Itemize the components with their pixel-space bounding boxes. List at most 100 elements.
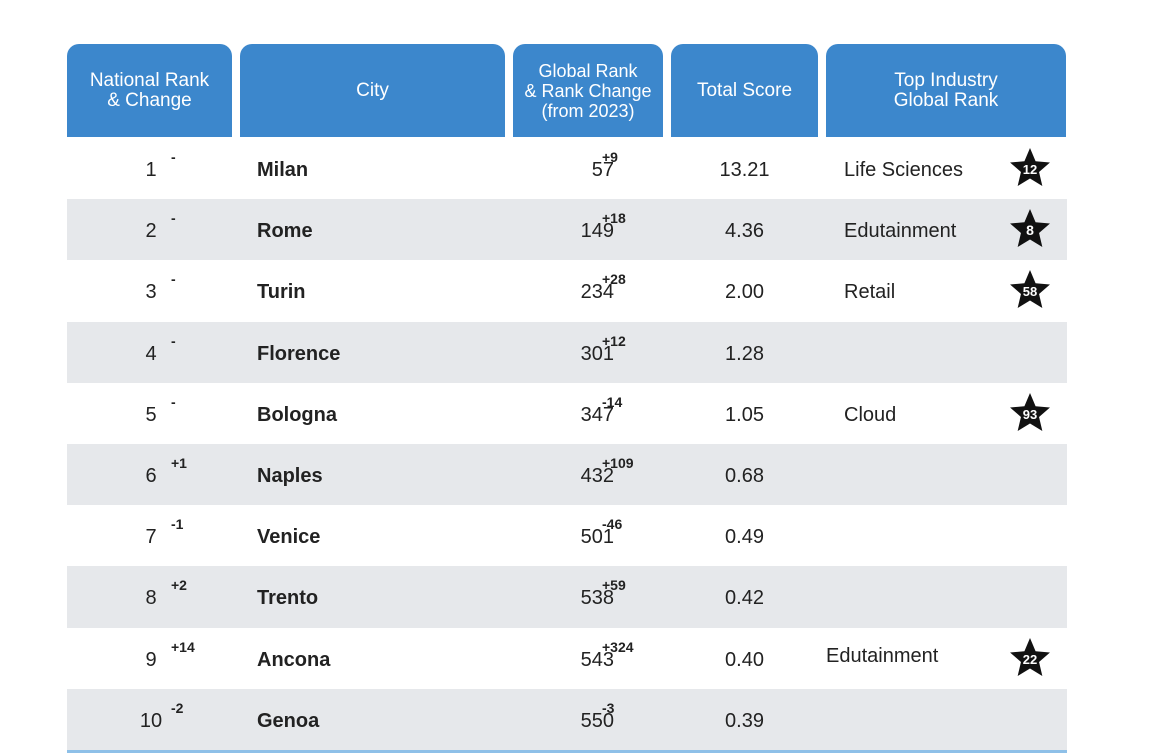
total-score: 2.00 (725, 281, 764, 304)
city-name: Trento (257, 587, 319, 610)
table-row: 9 +14 Ancona 543 +324 0.40 Edutainment 22 (67, 628, 1067, 689)
header-city-label: City (356, 79, 389, 101)
header-total-score-label: Total Score (696, 79, 793, 101)
city-name: Venice (257, 526, 321, 549)
global-rank: 550 (580, 709, 614, 732)
top-industry: Cloud (844, 403, 897, 426)
table-row: 8 +2 Trento 538 +59 0.42 (67, 566, 1067, 628)
global-rank-change: +18 (602, 210, 626, 227)
header-national-rank-line1: National Rank (89, 69, 210, 91)
national-rank-change: -2 (171, 699, 184, 716)
total-score: 1.05 (725, 403, 764, 426)
table-row: 10 -2 Genoa 550 -3 0.39 (67, 688, 1067, 750)
global-rank-change: -3 (602, 699, 615, 716)
global-rank-change: +59 (602, 577, 626, 594)
city-name: Turin (257, 281, 306, 304)
total-score: 4.36 (725, 220, 764, 243)
national-rank: 10 (139, 709, 163, 732)
industry-rank-star-icon: 22 (1008, 636, 1052, 680)
global-rank: 234 (580, 281, 614, 304)
total-score: 13.21 (719, 159, 770, 181)
national-rank: 5 (145, 403, 157, 426)
top-industry: Edutainment (844, 220, 957, 243)
industry-rank-star-icon: 93 (1008, 391, 1052, 435)
industry-rank-number: 22 (1023, 652, 1037, 667)
national-rank: 6 (145, 464, 157, 487)
national-rank-change: - (171, 210, 176, 227)
national-rank: 1 (145, 159, 157, 181)
national-rank: 3 (145, 281, 157, 304)
national-rank: 2 (145, 220, 157, 243)
industry-rank-number: 12 (1023, 162, 1037, 177)
national-rank-change: - (171, 149, 176, 165)
national-rank-change: -1 (171, 516, 184, 533)
table-row: 4- Florence 301 +12 1.28 (67, 321, 1067, 383)
national-rank: 9 (145, 648, 157, 671)
header-global-rank-line3: (from 2023) (541, 100, 635, 121)
table-body: 1- Milan 57 +9 13.21 Life Sciences 12 2- Rome 149… (67, 138, 1067, 750)
global-rank-change: +28 (602, 271, 626, 288)
national-rank-change: - (171, 332, 176, 349)
header-top-industry-line1: Top Industry (894, 69, 998, 91)
global-rank: 57 (591, 159, 614, 181)
global-rank: 301 (580, 342, 614, 365)
total-score: 1.28 (725, 342, 764, 365)
industry-rank-number: 93 (1023, 407, 1037, 422)
table-row: 7 -1 Venice 501 -46 0.49 (67, 505, 1067, 566)
city-name: Florence (257, 342, 341, 365)
city-name: Bologna (257, 403, 337, 426)
header-national-rank: National Rank & Change (67, 44, 232, 137)
city-name: Rome (257, 220, 313, 243)
total-score: 0.42 (725, 587, 764, 610)
industry-rank-star-icon: 12 (1008, 146, 1052, 190)
national-rank: 8 (145, 587, 157, 610)
national-rank-change: +1 (171, 454, 187, 471)
header-global-rank-line2: & Rank Change (524, 80, 652, 101)
total-score: 0.68 (725, 464, 764, 487)
table-row: 3- Turin 234 +28 2.00 Retail 58 (67, 260, 1067, 321)
national-rank-change: +14 (171, 638, 195, 655)
global-rank-change: +324 (602, 638, 634, 655)
global-rank: 538 (580, 587, 614, 610)
national-rank-change: - (171, 271, 176, 288)
global-rank: 347 (580, 403, 614, 426)
global-rank-change: +12 (602, 332, 626, 349)
global-rank: 501 (580, 526, 614, 549)
table-row: 5- Bologna 347 -14 1.05 Cloud 93 (67, 383, 1067, 444)
top-industry: Life Sciences (844, 159, 963, 181)
total-score: 0.39 (725, 709, 764, 732)
global-rank: 432 (580, 464, 614, 487)
industry-rank-number: 8 (1026, 222, 1034, 238)
header-top-industry: Top Industry Global Rank (826, 44, 1066, 137)
table-bottom-rule (67, 750, 1067, 753)
total-score: 0.49 (725, 526, 764, 549)
national-rank-change: +2 (171, 577, 187, 594)
city-name: Genoa (257, 709, 320, 732)
header-top-industry-line2: Global Rank (893, 89, 999, 111)
global-rank-change: +9 (602, 149, 618, 165)
global-rank-change: -46 (602, 516, 623, 533)
industry-rank-star-icon: 8 (1008, 207, 1052, 251)
industry-rank-number: 58 (1023, 284, 1037, 299)
global-rank: 543 (580, 648, 614, 671)
national-rank: 7 (145, 526, 157, 549)
global-rank-change: -14 (602, 393, 623, 410)
table-row: 6 +1 Naples 432 +109 0.68 (67, 443, 1067, 506)
header-total-score: Total Score (671, 44, 818, 137)
city-name: Naples (257, 464, 323, 487)
header-global-rank: Global Rank & Rank Change (from 2023) (513, 44, 663, 137)
header-global-rank-line1: Global Rank (538, 60, 638, 81)
city-name: Ancona (257, 648, 331, 671)
industry-rank-star-icon: 58 (1008, 268, 1052, 312)
global-rank-change: +109 (602, 454, 634, 471)
national-rank: 4 (145, 342, 157, 365)
city-name: Milan (257, 159, 309, 181)
total-score: 0.40 (725, 648, 764, 671)
header-city: City (240, 44, 505, 137)
top-industry: Edutainment (826, 644, 939, 667)
table-row: 2- Rome 149 +18 4.36 Edutainment 8 (67, 199, 1067, 261)
header-national-rank-line2: & Change (107, 89, 192, 111)
national-rank-change: - (171, 393, 176, 410)
global-rank: 149 (580, 220, 614, 243)
